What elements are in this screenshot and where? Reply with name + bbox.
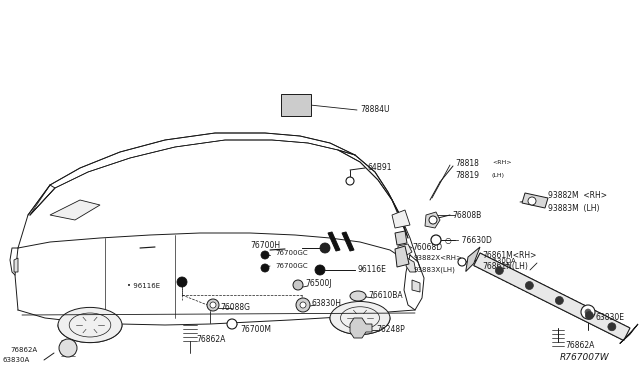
Polygon shape [350,318,372,338]
Text: 76088G: 76088G [220,302,250,311]
Circle shape [227,319,237,329]
Text: 76500J: 76500J [305,279,332,289]
Circle shape [608,323,616,331]
Text: 93883M  (LH): 93883M (LH) [548,203,600,212]
Text: R767007W: R767007W [560,353,610,362]
Text: ○— 76630D: ○— 76630D [445,235,492,244]
Text: 76700GC: 76700GC [275,250,308,256]
Polygon shape [392,210,410,228]
Polygon shape [522,193,548,208]
Ellipse shape [58,307,122,343]
Polygon shape [466,247,480,272]
Polygon shape [425,212,440,228]
Polygon shape [474,253,630,340]
Circle shape [293,280,303,290]
Ellipse shape [330,301,390,334]
Polygon shape [14,258,18,272]
Circle shape [315,265,325,275]
Circle shape [585,309,591,315]
Text: 96116E: 96116E [358,266,387,275]
Circle shape [495,266,504,275]
FancyBboxPatch shape [281,94,311,116]
Text: 76700GC: 76700GC [275,263,308,269]
Circle shape [528,197,536,205]
Circle shape [300,302,306,308]
Circle shape [346,177,354,185]
Circle shape [207,299,219,311]
Text: 63830E: 63830E [596,314,625,323]
Ellipse shape [350,291,366,301]
Circle shape [431,235,441,245]
Text: (LH): (LH) [492,173,505,177]
Circle shape [59,339,77,357]
Circle shape [581,305,595,319]
Text: 76862A: 76862A [11,347,38,353]
Polygon shape [620,324,638,343]
Polygon shape [342,232,354,251]
Text: ○— 76630DA: ○— 76630DA [468,257,516,263]
Text: 76248P: 76248P [376,324,404,334]
Text: 93882M  <RH>: 93882M <RH> [548,192,607,201]
Text: 76700H: 76700H [250,241,280,250]
Text: 78884U: 78884U [360,106,390,115]
Polygon shape [395,231,407,245]
Text: 76861M<RH>: 76861M<RH> [482,250,536,260]
Polygon shape [398,244,412,256]
Text: • 96116E: • 96116E [127,283,160,289]
Circle shape [177,277,187,287]
Text: 78819: 78819 [455,170,479,180]
Text: 76808B: 76808B [452,211,481,219]
Circle shape [261,264,269,272]
Polygon shape [50,200,100,220]
Text: 93882X<RH>: 93882X<RH> [414,255,463,261]
Text: <RH>: <RH> [492,160,511,166]
Circle shape [458,258,466,266]
Text: 76862A: 76862A [196,336,225,344]
Text: 76610BA: 76610BA [368,292,403,301]
Text: 63830A: 63830A [3,357,30,363]
Circle shape [556,296,563,305]
Polygon shape [328,232,340,251]
Text: 76861N(LH): 76861N(LH) [482,263,528,272]
Text: 64B91: 64B91 [368,164,392,173]
Text: 76068D: 76068D [412,244,442,253]
Text: 76862A: 76862A [565,340,595,350]
Polygon shape [412,280,420,292]
Text: 93883X(LH): 93883X(LH) [414,267,456,273]
Text: 78818: 78818 [455,158,479,167]
Circle shape [210,302,216,308]
Circle shape [320,243,330,253]
Circle shape [429,216,437,224]
Circle shape [586,311,593,320]
Circle shape [525,282,533,289]
Polygon shape [406,258,416,272]
Polygon shape [395,246,409,267]
Circle shape [296,298,310,312]
Circle shape [261,251,269,259]
Text: 63830H: 63830H [312,299,342,308]
Text: 76700M: 76700M [240,326,271,334]
